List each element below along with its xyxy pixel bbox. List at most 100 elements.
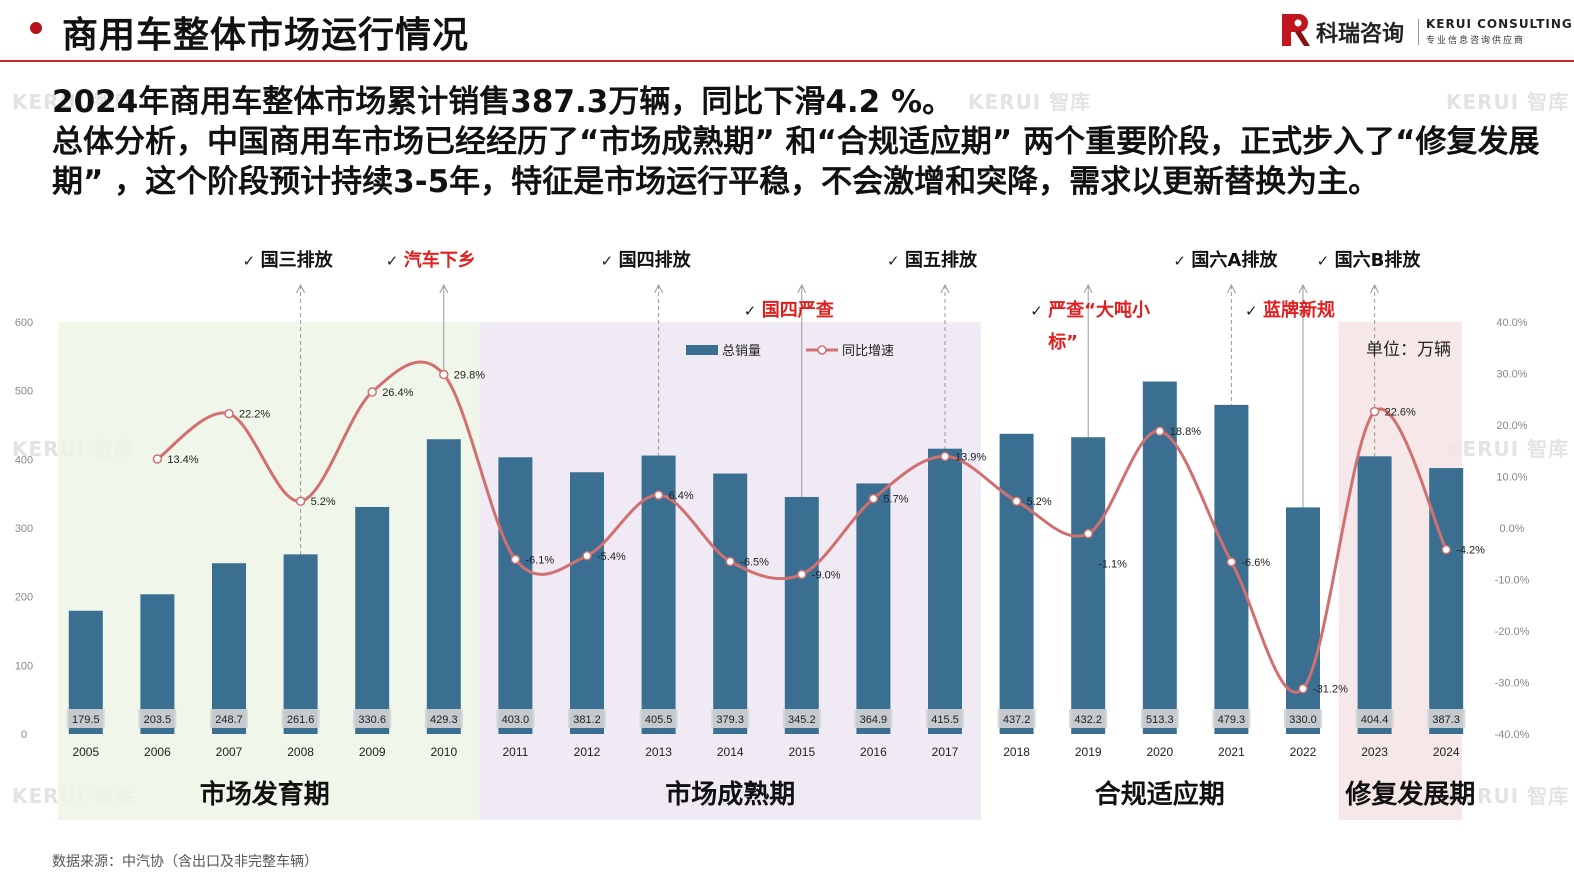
growth-rate-point <box>725 556 735 567</box>
title-bullet <box>30 22 42 34</box>
x-axis-year-label: 2019 <box>1075 745 1102 759</box>
bar-label-box <box>782 709 821 728</box>
bar-label-box <box>926 709 964 728</box>
policy-event-label: 国六B排放 <box>1335 249 1422 271</box>
policy-arrow-head <box>1298 283 1308 294</box>
x-axis-year-label: 2017 <box>932 745 959 759</box>
policy-check-icon: ✓ <box>1317 252 1330 270</box>
bar-total-sales <box>928 448 962 734</box>
policy-event-label: 国三排放 <box>261 249 334 271</box>
bar-value-label: 405.5 <box>645 714 673 726</box>
y-right-tick-label: -10.0% <box>1495 575 1530 587</box>
policy-check-icon: ✓ <box>386 252 399 270</box>
bar-value-label: 404.4 <box>1361 714 1389 726</box>
growth-rate-point <box>582 551 592 561</box>
bar-label-box <box>1355 709 1394 728</box>
logo-name-en: KERUI CONSULTING <box>1426 17 1573 31</box>
y-right-tick-label: -20.0% <box>1495 626 1530 638</box>
summary-headline: 2024年商用车整体市场累计销售387.3万辆，同比下滑4.2 %。 <box>52 84 954 120</box>
legend-swatch-point <box>817 345 827 355</box>
bar-label-box <box>210 709 248 728</box>
phase-label: 合规适应期 <box>1095 779 1225 810</box>
bar-label-box <box>281 709 320 728</box>
x-axis-year-label: 2015 <box>788 745 815 759</box>
bar-total-sales <box>570 472 604 734</box>
bar-value-label: 248.7 <box>215 714 243 726</box>
y-left-tick-label: 400 <box>15 454 33 466</box>
policy-event-label: 汽车下乡 <box>404 249 476 271</box>
bar-value-label: 330.0 <box>1289 714 1317 726</box>
x-axis-year-label: 2021 <box>1218 745 1245 759</box>
y-left-tick-label: 100 <box>15 660 33 672</box>
y-left-tick-label: 0 <box>21 729 27 741</box>
x-axis-year-label: 2011 <box>502 745 528 759</box>
bar-label-box <box>1212 709 1251 728</box>
watermark: KERUI 智库 <box>1446 90 1570 114</box>
bar-total-sales <box>856 483 891 734</box>
growth-rate-label: -31.2% <box>1313 684 1348 696</box>
growth-rate-point <box>1441 544 1451 555</box>
growth-rate-point <box>653 490 664 500</box>
bar-label-box <box>66 709 105 728</box>
y-left-tick-label: 500 <box>15 386 33 398</box>
x-axis-year-label: 2012 <box>574 745 601 759</box>
growth-rate-label: 22.6% <box>1385 407 1416 419</box>
bar-total-sales <box>498 457 533 734</box>
x-axis-year-label: 2010 <box>430 745 457 759</box>
watermark: KERUI 智库 <box>1446 784 1570 808</box>
growth-rate-label: -9.0% <box>812 569 841 581</box>
bar-value-label: 387.3 <box>1432 714 1460 726</box>
x-axis-year-label: 2014 <box>717 745 744 759</box>
logo-divider <box>1418 19 1419 45</box>
policy-event-label: 国四排放 <box>619 249 692 271</box>
bar-total-sales <box>1429 468 1464 734</box>
growth-rate-label: 5.2% <box>311 496 336 508</box>
bar-total-sales <box>641 455 676 734</box>
growth-rate-label: 6.4% <box>669 490 694 502</box>
phase-label: 市场发育期 <box>200 779 330 810</box>
growth-rate-label: 29.8% <box>454 370 485 382</box>
kerui-logo: 科瑞咨询 KERUI CONSULTING 专业信息咨询供应商 <box>1282 14 1572 48</box>
policy-event-label: 国四严查 <box>762 299 834 321</box>
legend-label-line: 同比增速 <box>842 344 894 359</box>
bar-label-box <box>138 709 177 728</box>
growth-rate-point <box>1155 426 1165 436</box>
bar-label-box <box>639 709 678 728</box>
bar-total-sales <box>426 439 461 734</box>
policy-event-label: 蓝牌新规 <box>1263 299 1335 321</box>
bar-total-sales <box>784 496 819 734</box>
phase-label: 修复发展期 <box>1344 779 1475 810</box>
policy-arrow-head <box>654 283 664 294</box>
phase-label: 市场成熟期 <box>665 779 795 810</box>
kerui-logo-icon <box>1282 14 1310 46</box>
bar-total-sales <box>355 506 390 734</box>
growth-rate-label: -6.5% <box>740 556 769 568</box>
bar-label-box <box>568 709 606 728</box>
bar-total-sales <box>713 473 748 734</box>
watermark: KERUI 智库 <box>1446 437 1570 461</box>
y-right-tick-label: 20.0% <box>1496 420 1527 432</box>
growth-rate-point <box>1369 406 1380 417</box>
x-axis-year-label: 2008 <box>287 745 314 759</box>
page-header: 商用车整体市场运行情况 科瑞咨询 KERUI CONSULTING 专业信息咨询… <box>0 0 1574 62</box>
growth-rate-point <box>295 496 306 506</box>
bar-value-label: 179.5 <box>72 714 100 726</box>
growth-rate-label: -6.6% <box>1241 557 1270 569</box>
bar-total-sales <box>999 433 1034 734</box>
growth-rate-label: -6.1% <box>525 554 554 566</box>
x-axis-year-label: 2009 <box>359 745 386 759</box>
growth-rate-point <box>510 554 521 565</box>
bar-value-label: 479.3 <box>1218 714 1246 726</box>
x-axis-year-label: 2020 <box>1146 745 1173 759</box>
watermark: KERUI 智库 <box>12 90 136 114</box>
y-right-tick-label: 0.0% <box>1499 523 1524 535</box>
growth-rate-label: -5.4% <box>597 551 626 563</box>
policy-arrow-head <box>439 283 449 294</box>
growth-rate-point <box>868 493 879 504</box>
y-right-tick-label: 30.0% <box>1496 369 1527 381</box>
bar-label-box <box>353 709 392 728</box>
bar-value-label: 415.5 <box>931 714 959 726</box>
bar-value-label: 437.2 <box>1003 714 1031 726</box>
growth-rate-point <box>152 454 163 464</box>
bar-label-box <box>854 709 893 728</box>
